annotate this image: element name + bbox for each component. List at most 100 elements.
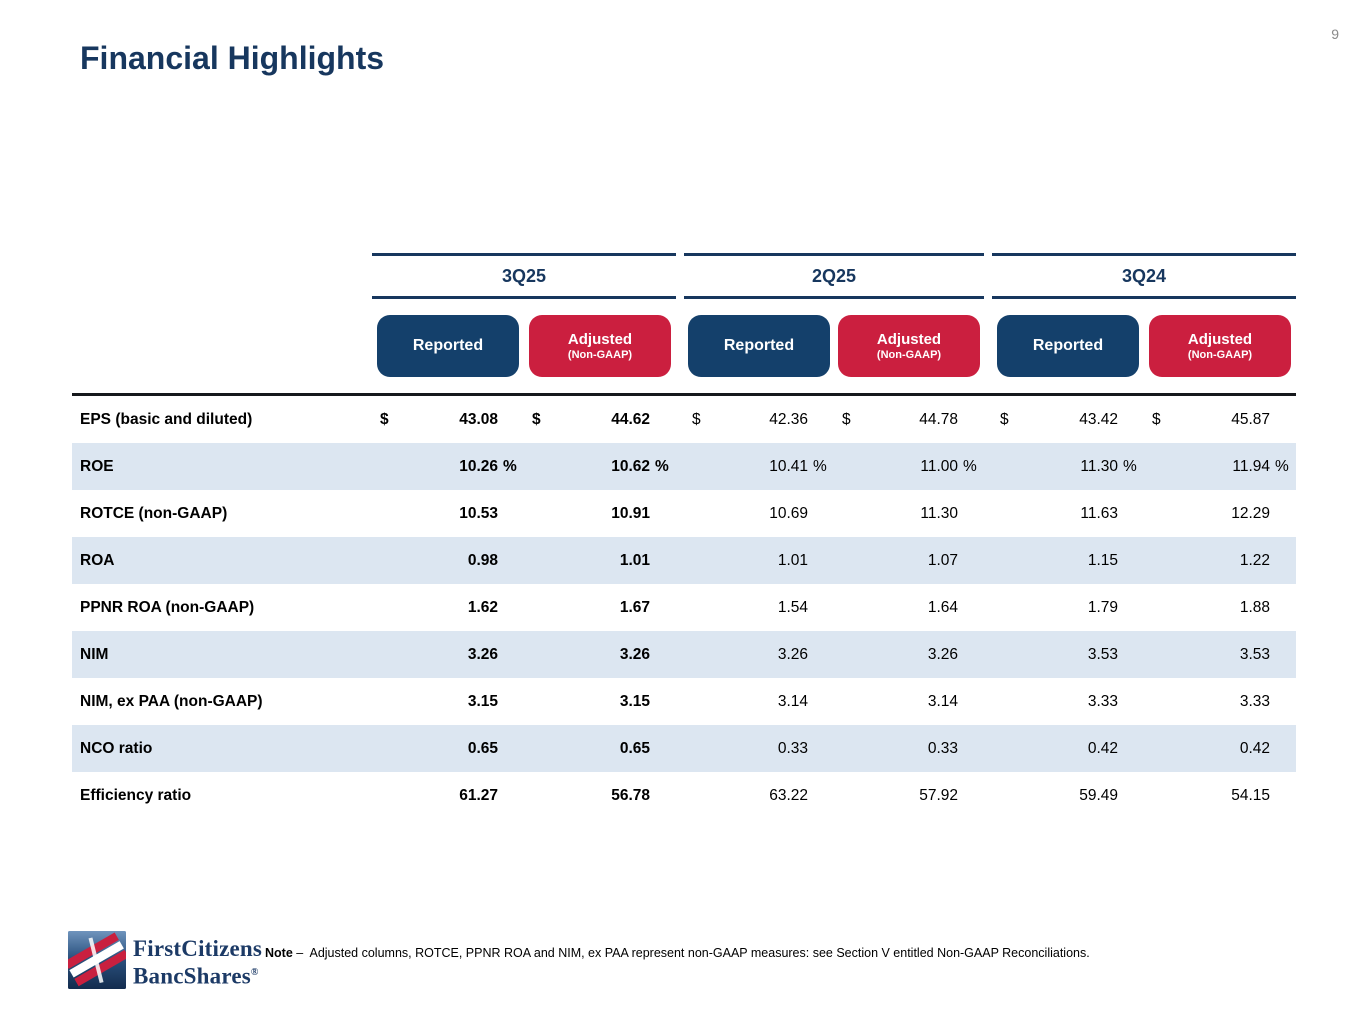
row-label: Efficiency ratio xyxy=(80,786,192,804)
value-cell: 10.41% xyxy=(684,443,834,490)
metric-value: 3.26 xyxy=(777,645,808,663)
metric-value: 54.15 xyxy=(1231,786,1270,804)
page-title: Financial Highlights xyxy=(80,40,385,76)
value-cell: 11.63 xyxy=(992,490,1144,537)
adjusted-label: Adjusted xyxy=(1187,331,1253,348)
row-label: NCO ratio xyxy=(80,739,153,757)
row-label: ROA xyxy=(80,551,115,569)
footnote-label: Note xyxy=(265,946,293,960)
value-cell: 3.26 xyxy=(684,631,834,678)
row-label: PPNR ROA (non-GAAP) xyxy=(80,598,255,616)
metric-value: 10.69 xyxy=(769,504,808,522)
currency-symbol: $ xyxy=(1000,410,1009,428)
value-cell: 61.27 xyxy=(372,772,524,819)
percent-symbol: % xyxy=(813,457,827,475)
metric-value: 12.29 xyxy=(1231,504,1270,522)
adjusted-sublabel: (Non-GAAP) xyxy=(876,349,942,361)
value-cell: 11.94% xyxy=(1144,443,1296,490)
logo-line1: FirstCitizens xyxy=(133,936,263,961)
metric-value: 44.62 xyxy=(611,410,650,428)
metric-value: 3.26 xyxy=(467,645,498,663)
metric-value: 59.49 xyxy=(1079,786,1118,804)
value-cell: $43.08 xyxy=(372,396,524,443)
page-number: 9 xyxy=(1331,26,1339,42)
metric-value: 1.54 xyxy=(777,598,808,616)
quarter-header-3q25: 3Q25 xyxy=(372,253,676,299)
first-citizens-flag-icon xyxy=(68,931,126,989)
value-cell: 1.01 xyxy=(684,537,834,584)
table-rows: EPS (basic and diluted) $43.08 $44.62 $42.3… xyxy=(72,393,1296,819)
table-row: NIM 3.26 3.26 3.26 3.26 3.53 3.53 xyxy=(72,631,1296,678)
value-cell: 63.22 xyxy=(684,772,834,819)
value-cell: 3.53 xyxy=(1144,631,1296,678)
metric-value: 1.67 xyxy=(619,598,650,616)
value-cell: 11.30% xyxy=(992,443,1144,490)
row-label: ROE xyxy=(80,457,114,475)
quarter-header-row: 3Q25 2Q25 3Q24 xyxy=(72,253,1296,299)
value-cell: 1.88 xyxy=(1144,584,1296,631)
currency-symbol: $ xyxy=(380,410,389,428)
currency-symbol: $ xyxy=(842,410,851,428)
metric-value: 11.30 xyxy=(1080,457,1118,475)
metric-value: 1.22 xyxy=(1239,551,1270,569)
value-cell: 3.53 xyxy=(992,631,1144,678)
value-cell: 1.64 xyxy=(834,584,984,631)
value-cell: 1.01 xyxy=(524,537,676,584)
table-row: NCO ratio 0.65 0.65 0.33 0.33 0.42 0.42 xyxy=(72,725,1296,772)
metric-value: 11.30 xyxy=(920,504,958,522)
metric-value: 3.14 xyxy=(927,692,958,710)
value-cell: 12.29 xyxy=(1144,490,1296,537)
value-cell: 0.65 xyxy=(524,725,676,772)
value-cell: 1.22 xyxy=(1144,537,1296,584)
adjusted-sublabel: (Non-GAAP) xyxy=(1187,349,1253,361)
adjusted-label: Adjusted xyxy=(876,331,942,348)
metric-value: 43.08 xyxy=(459,410,498,428)
financial-highlights-table: 3Q25 2Q25 3Q24 Reported Adjusted (Non-GA… xyxy=(72,253,1296,819)
value-cell: 1.67 xyxy=(524,584,676,631)
table-row: Efficiency ratio 61.27 56.78 63.22 57.92 59.4… xyxy=(72,772,1296,819)
value-cell: 11.30 xyxy=(834,490,984,537)
metric-value: 10.62 xyxy=(611,457,650,475)
row-label: EPS (basic and diluted) xyxy=(80,410,253,428)
percent-symbol: % xyxy=(655,457,669,475)
value-cell: $42.36 xyxy=(684,396,834,443)
value-cell: 1.62 xyxy=(372,584,524,631)
value-cell: 0.33 xyxy=(684,725,834,772)
metric-value: 1.07 xyxy=(927,551,958,569)
metric-value: 11.00 xyxy=(920,457,958,475)
value-cell: 57.92 xyxy=(834,772,984,819)
reported-pill-3q25: Reported xyxy=(377,315,519,377)
value-cell: 1.79 xyxy=(992,584,1144,631)
metric-value: 1.01 xyxy=(619,551,650,569)
table-row: NIM, ex PAA (non-GAAP) 3.15 3.15 3.14 3.14 3.… xyxy=(72,678,1296,725)
value-cell: 56.78 xyxy=(524,772,676,819)
metric-value: 57.92 xyxy=(919,786,958,804)
metric-value: 1.15 xyxy=(1087,551,1118,569)
metric-value: 0.42 xyxy=(1239,739,1270,757)
footnote-text: Adjusted columns, ROTCE, PPNR ROA and NI… xyxy=(309,946,1090,960)
adjusted-label: Adjusted xyxy=(567,331,633,348)
table-row: ROA 0.98 1.01 1.01 1.07 1.15 1.22 xyxy=(72,537,1296,584)
metric-value: 3.33 xyxy=(1239,692,1270,710)
value-cell: 11.00% xyxy=(834,443,984,490)
value-cell: 3.26 xyxy=(834,631,984,678)
value-cell: 54.15 xyxy=(1144,772,1296,819)
metric-value: 45.87 xyxy=(1231,410,1270,428)
value-cell: 59.49 xyxy=(992,772,1144,819)
currency-symbol: $ xyxy=(692,410,701,428)
value-cell: 10.53 xyxy=(372,490,524,537)
value-cell: 0.98 xyxy=(372,537,524,584)
table-row: EPS (basic and diluted) $43.08 $44.62 $42.3… xyxy=(72,396,1296,443)
metric-value: 1.88 xyxy=(1239,598,1270,616)
currency-symbol: $ xyxy=(1152,410,1161,428)
metric-value: 3.26 xyxy=(619,645,650,663)
row-label: NIM, ex PAA (non-GAAP) xyxy=(80,692,263,710)
footnote: Note – Adjusted columns, ROTCE, PPNR ROA… xyxy=(265,946,1265,960)
metric-value: 3.26 xyxy=(927,645,958,663)
adjusted-pill-3q24: Adjusted (Non-GAAP) xyxy=(1149,315,1291,377)
metric-value: 56.78 xyxy=(611,786,650,804)
metric-value: 10.26 xyxy=(459,457,498,475)
reported-label: Reported xyxy=(1032,337,1104,354)
reported-pill-2q25: Reported xyxy=(688,315,830,377)
value-cell: 3.14 xyxy=(684,678,834,725)
